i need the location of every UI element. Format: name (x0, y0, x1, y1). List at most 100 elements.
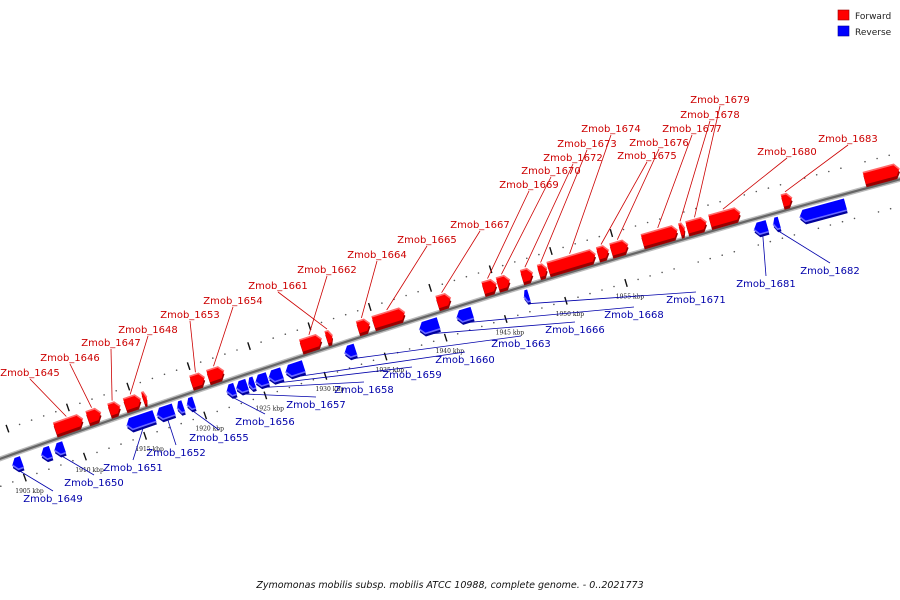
label-leader (277, 366, 413, 384)
gene-label[interactable]: Zmob_1683 (818, 134, 878, 145)
gene-label[interactable]: Zmob_1680 (757, 147, 817, 158)
gene-label[interactable]: Zmob_1678 (680, 110, 740, 121)
gene-arrow[interactable] (677, 222, 686, 239)
gene-arrow[interactable] (753, 220, 770, 238)
gene-arrow[interactable] (52, 414, 84, 438)
gene-label[interactable]: Zmob_1656 (235, 417, 295, 428)
gene-label[interactable]: Zmob_1654 (203, 296, 263, 307)
gene-label[interactable]: Zmob_1668 (604, 310, 664, 321)
gene-arrow[interactable] (371, 307, 406, 332)
gene-label[interactable]: Zmob_1679 (690, 95, 750, 106)
gene-label[interactable]: Zmob_1653 (160, 310, 220, 321)
gene-label[interactable]: Zmob_1673 (557, 139, 617, 150)
gene-arrow[interactable] (780, 192, 793, 210)
gene-label[interactable]: Zmob_1674 (581, 124, 641, 135)
gene-arrow[interactable] (176, 400, 186, 416)
gene-label[interactable]: Zmob_1646 (40, 353, 100, 364)
gene-arrow-body (268, 367, 284, 382)
gene-label[interactable]: Zmob_1675 (617, 151, 677, 162)
gene-label[interactable]: Zmob_1660 (435, 355, 495, 366)
gene-label[interactable]: Zmob_1661 (248, 281, 308, 292)
gene-label[interactable]: Zmob_1655 (189, 433, 249, 444)
gene-label[interactable]: Zmob_1658 (334, 385, 394, 396)
gene-label[interactable]: Zmob_1645 (0, 368, 60, 379)
gene-arrow[interactable] (53, 441, 67, 458)
minor-tick-top (743, 194, 746, 196)
gene-label[interactable]: Zmob_1671 (666, 295, 726, 306)
gene-arrow[interactable] (609, 239, 629, 259)
gene-label[interactable]: Zmob_1662 (297, 265, 357, 276)
gene-label[interactable]: Zmob_1663 (491, 339, 551, 350)
gene-arrow[interactable] (595, 245, 610, 263)
gene-arrow[interactable] (862, 163, 900, 188)
gene-label[interactable]: Zmob_1667 (450, 220, 510, 231)
gene-arrow[interactable] (226, 382, 238, 399)
gene-arrow[interactable] (546, 249, 596, 278)
gene-arrow[interactable] (456, 306, 475, 325)
gene-label[interactable]: Zmob_1664 (347, 250, 407, 261)
gene-arrow[interactable] (355, 318, 371, 337)
gene-arrow-body (85, 408, 101, 424)
gene-arrow[interactable] (481, 278, 498, 297)
gene-label[interactable]: Zmob_1672 (543, 153, 603, 164)
gene-label[interactable]: Zmob_1651 (103, 463, 163, 474)
gene-arrow[interactable] (324, 329, 333, 347)
gene-label[interactable]: Zmob_1670 (521, 166, 581, 177)
gene-arrow[interactable] (189, 372, 206, 391)
gene-arrow[interactable] (268, 367, 285, 385)
gene-label[interactable]: Zmob_1657 (286, 400, 346, 411)
gene-label[interactable]: Zmob_1648 (118, 325, 178, 336)
gene-label[interactable]: Zmob_1666 (545, 325, 605, 336)
gene-label[interactable]: Zmob_1676 (629, 138, 689, 149)
gene-arrow[interactable] (206, 366, 225, 386)
gene-label[interactable]: Zmob_1650 (64, 478, 124, 489)
gene-arrow[interactable] (523, 289, 532, 305)
gene-arrow[interactable] (435, 293, 452, 312)
label-leader (487, 190, 530, 279)
legend: Forward Reverse (837, 9, 892, 38)
gene-label[interactable]: Zmob_1681 (736, 279, 796, 290)
gene-arrow[interactable] (298, 334, 323, 355)
gene-arrow[interactable] (685, 216, 707, 237)
gene-arrow[interactable] (418, 317, 441, 337)
gene-arrow-body (255, 372, 270, 387)
gene-arrow[interactable] (519, 267, 534, 286)
minor-tick-bottom (360, 363, 363, 366)
label-leader (616, 148, 660, 240)
gene-arrow[interactable] (186, 396, 197, 413)
gene-arrow-highlight (685, 216, 707, 223)
gene-arrow[interactable] (799, 198, 848, 225)
gene-label[interactable]: Zmob_1652 (146, 448, 206, 459)
gene-arrow[interactable] (640, 225, 678, 250)
gene-arrow-body (324, 330, 333, 344)
gene-arrow[interactable] (247, 376, 257, 393)
gene-label[interactable]: Zmob_1649 (23, 494, 83, 505)
gene-arrow-body (685, 217, 707, 234)
gene-arrow[interactable] (708, 207, 741, 230)
gene-label[interactable]: Zmob_1647 (81, 338, 141, 349)
gene-arrow[interactable] (40, 445, 54, 463)
gene-arrow[interactable] (11, 456, 25, 473)
gene-label[interactable]: Zmob_1682 (800, 266, 860, 277)
gene-arrow[interactable] (344, 343, 358, 361)
gene-arrow[interactable] (772, 216, 782, 233)
minor-tick-top (779, 184, 782, 186)
gene-arrow[interactable] (235, 378, 250, 396)
gene-arrow-body (285, 360, 306, 377)
gene-arrow[interactable] (495, 274, 511, 293)
gene-arrow[interactable] (122, 394, 142, 414)
gene-arrow[interactable] (126, 410, 157, 433)
gene-label[interactable]: Zmob_1665 (397, 235, 457, 246)
gene-arrow-body (546, 250, 596, 275)
gene-arrow[interactable] (107, 401, 121, 419)
gene-label[interactable]: Zmob_1677 (662, 124, 722, 135)
gene-arrow[interactable] (140, 391, 148, 408)
legend-reverse-swatch (837, 25, 850, 37)
gene-label[interactable]: Zmob_1669 (499, 180, 559, 191)
gene-arrow[interactable] (255, 372, 271, 390)
gene-label[interactable]: Zmob_1659 (382, 370, 442, 381)
gene-arrow[interactable] (285, 360, 307, 380)
gene-arrow[interactable] (536, 263, 548, 281)
gene-arrow[interactable] (85, 407, 102, 427)
gene-arrow[interactable] (156, 403, 177, 423)
